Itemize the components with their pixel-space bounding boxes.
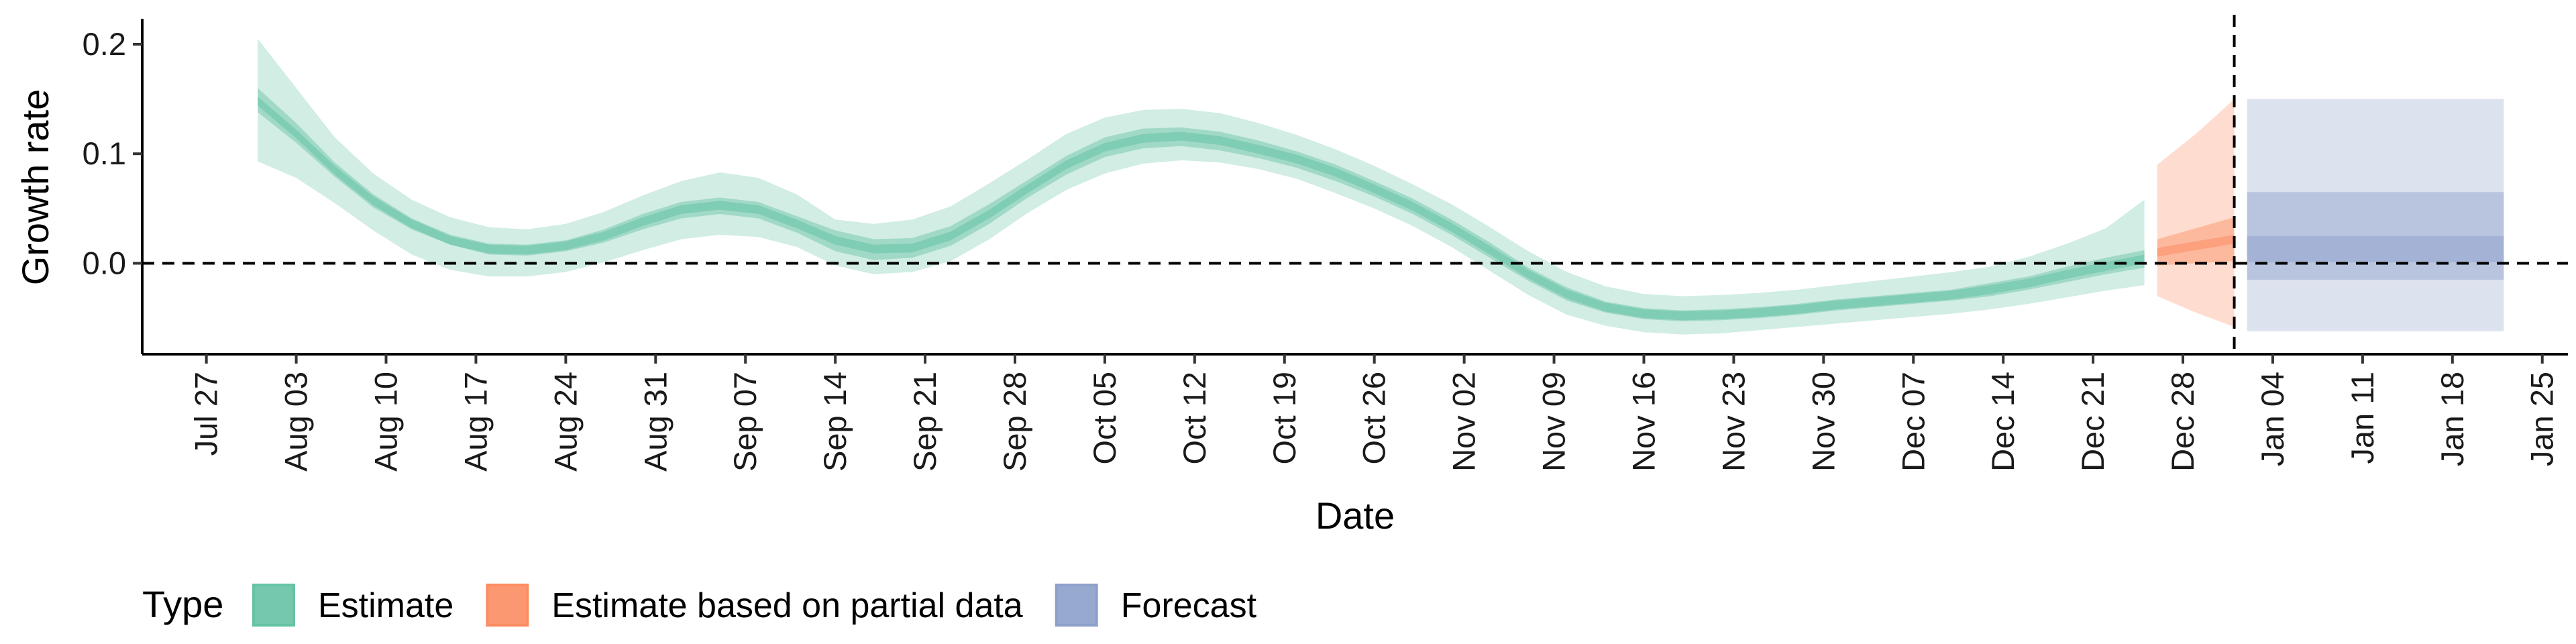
median-band xyxy=(258,97,2145,321)
x-tick-label: Jan 25 xyxy=(2524,372,2560,466)
x-tick-label: Aug 17 xyxy=(458,372,493,472)
legend-label: Estimate xyxy=(318,586,453,625)
legend-item: Estimate xyxy=(252,584,453,627)
legend-item: Estimate based on partial data xyxy=(486,584,1023,627)
x-tick-label: Nov 23 xyxy=(1715,372,1751,472)
band-20 xyxy=(2247,235,2504,262)
x-tick-label: Sep 07 xyxy=(727,372,763,472)
legend-label: Estimate based on partial data xyxy=(551,586,1023,625)
legend-title: Type xyxy=(142,583,223,625)
series-estimate-based-on-partial-data xyxy=(2157,99,2235,327)
x-tick-label: Jul 27 xyxy=(189,372,224,455)
x-tick-label: Jan 18 xyxy=(2434,372,2470,466)
x-tick-label: Oct 26 xyxy=(1356,372,1392,464)
x-tick-label: Dec 14 xyxy=(1985,372,2021,472)
x-tick-label: Aug 03 xyxy=(278,372,314,472)
y-axis-ticks: 0.0 0.1 0.2 xyxy=(83,26,142,280)
median-band xyxy=(2157,235,2235,257)
x-tick-label: Nov 02 xyxy=(1446,372,1482,472)
legend: Type Estimate Estimate based on partial da… xyxy=(142,583,1257,627)
x-tick-label: Nov 16 xyxy=(1626,372,1662,472)
x-tick-label: Sep 28 xyxy=(997,372,1032,472)
x-tick-label: Aug 31 xyxy=(637,372,673,472)
x-tick-label: Sep 14 xyxy=(817,372,853,472)
legend-item: Forecast xyxy=(1055,584,1257,627)
x-tick-label: Oct 12 xyxy=(1177,372,1212,464)
series-estimate xyxy=(258,38,2145,335)
x-tick-label: Sep 21 xyxy=(907,372,943,472)
legend-label: Forecast xyxy=(1121,586,1257,625)
y-tick-label: 0.2 xyxy=(83,26,126,62)
x-tick-label: Oct 05 xyxy=(1087,372,1122,464)
x-tick-label: Oct 19 xyxy=(1267,372,1302,464)
band-90 xyxy=(2157,99,2235,327)
x-tick-label: Jan 11 xyxy=(2345,372,2380,464)
x-tick-label: Jan 04 xyxy=(2255,372,2290,466)
band-90 xyxy=(258,38,2145,335)
uncertainty-bands xyxy=(258,38,2504,335)
band-90 xyxy=(2247,99,2504,331)
axes xyxy=(141,19,2568,356)
band-50 xyxy=(2247,192,2504,280)
y-axis-title: Growth rate xyxy=(14,89,56,286)
x-axis-title: Date xyxy=(1316,494,1395,537)
x-tick-label: Nov 09 xyxy=(1536,372,1572,472)
y-tick-label: 0.0 xyxy=(83,245,126,280)
legend-key xyxy=(486,584,529,627)
series-forecast xyxy=(2247,99,2504,331)
reference-lines xyxy=(142,15,2568,354)
x-tick-label: Dec 21 xyxy=(2075,372,2110,472)
x-tick-label: Aug 10 xyxy=(368,372,404,472)
x-tick-label: Dec 07 xyxy=(1895,372,1931,472)
x-tick-label: Dec 28 xyxy=(2165,372,2200,472)
x-axis-ticks: Jul 27 Aug 03 Aug 10 Aug 17 Aug 24 Aug 31 Sep … xyxy=(189,354,2560,472)
x-tick-label: Nov 30 xyxy=(1805,372,1841,472)
x-tick-label: Aug 24 xyxy=(547,372,583,472)
legend-key xyxy=(1055,584,1098,627)
legend-key xyxy=(252,584,295,627)
y-tick-label: 0.1 xyxy=(83,136,126,171)
